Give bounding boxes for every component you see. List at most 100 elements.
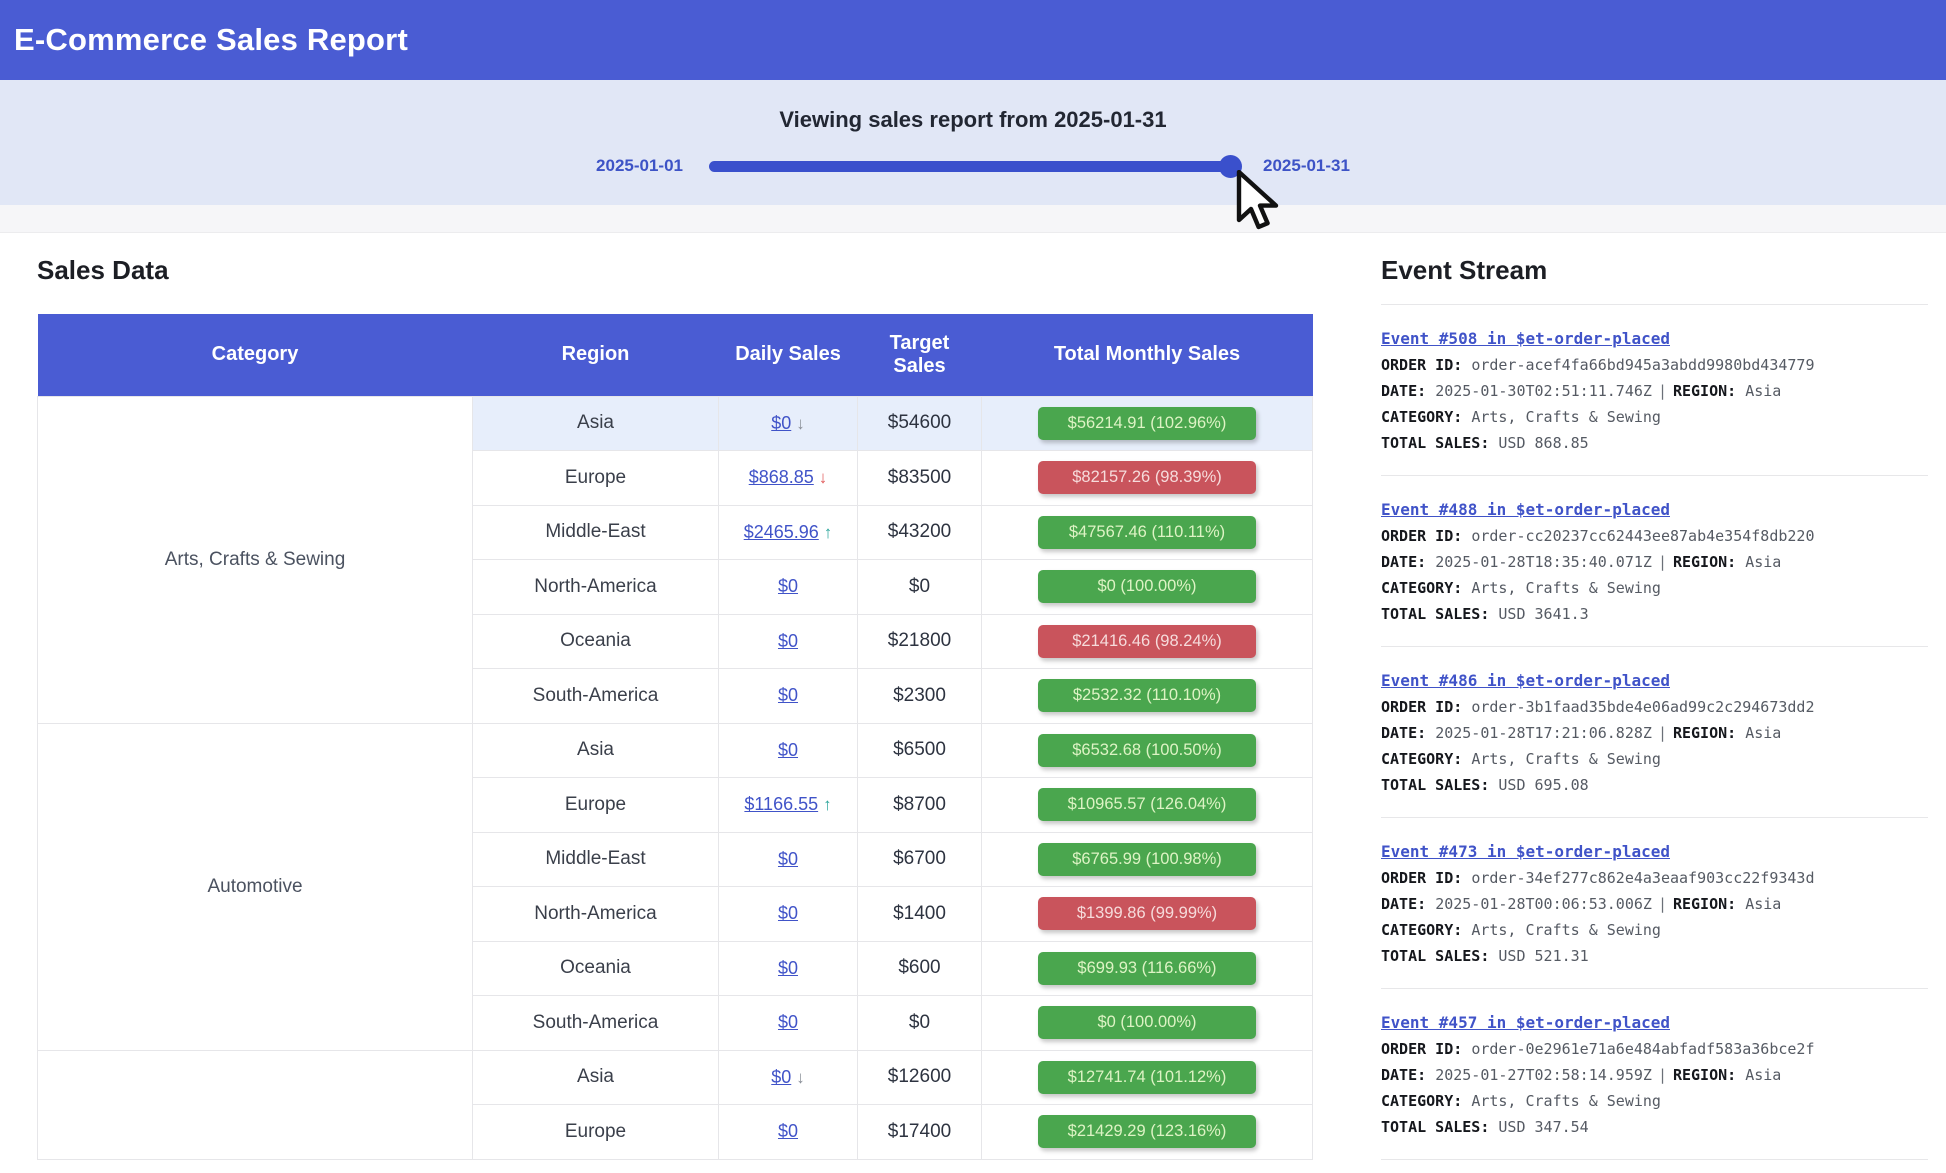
date-slider-track[interactable] [709, 154, 1242, 178]
event-link[interactable]: Event #488 in $et-order-placed [1381, 500, 1670, 519]
total-sales-value: USD 3641.3 [1498, 605, 1589, 623]
event-category-line: CATEGORY: Arts, Crafts & Sewing [1381, 1088, 1928, 1114]
daily-sales-link[interactable]: $0 [771, 1066, 792, 1087]
daily-sales-cell: $2465.96 ↑ [718, 504, 858, 560]
category-label: CATEGORY: [1381, 408, 1472, 426]
event-category-line: CATEGORY: Arts, Crafts & Sewing [1381, 746, 1928, 772]
date-label: DATE: [1381, 1066, 1436, 1084]
order-id-label: ORDER ID: [1381, 527, 1472, 545]
total-monthly-sales-cell: $0 (100.00%) [981, 995, 1313, 1051]
column-header-daily-sales: Daily Sales [718, 314, 858, 396]
total-sales-badge: $12741.74 (101.12%) [1038, 1060, 1256, 1094]
daily-sales-link[interactable]: $868.85 [748, 467, 814, 488]
daily-sales-link[interactable]: $0 [777, 1121, 799, 1142]
order-id-value: order-34ef277c862e4a3eaaf903cc22f9343d [1471, 869, 1815, 887]
event-order-id-line: ORDER ID: order-0e2961e71a6e484abfadf583… [1381, 1036, 1928, 1062]
order-id-value: order-3b1faad35bde4e06ad99c2c294673dd2 [1471, 698, 1815, 716]
event-link[interactable]: Event #486 in $et-order-placed [1381, 671, 1670, 690]
section-divider [0, 205, 1946, 233]
event-title-line: Event #457 in $et-order-placed [1381, 1010, 1928, 1036]
daily-sales-link[interactable]: $0 [777, 903, 799, 924]
daily-sales-link[interactable]: $0 [777, 576, 799, 597]
event-item: Event #508 in $et-order-placed ORDER ID: … [1381, 305, 1928, 476]
total-sales-badge: $21429.29 (123.16%) [1038, 1115, 1256, 1149]
target-sales-cell: $8700 [857, 777, 982, 833]
daily-sales-cell: $1166.55 ↑ [718, 777, 858, 833]
target-sales-cell: $2300 [857, 668, 982, 724]
table-row: Europe $1166.55 ↑ $8700 $10965.57 (126.04%) [38, 777, 1313, 833]
app-header: E-Commerce Sales Report [0, 0, 1946, 80]
region-cell: Europe [472, 1104, 719, 1160]
date-label: DATE: [1381, 382, 1436, 400]
category-cell: Arts, Crafts & Sewing [37, 395, 473, 724]
event-link[interactable]: Event #473 in $et-order-placed [1381, 842, 1670, 861]
event-date-region-line: DATE: 2025-01-28T18:35:40.071Z | REGION: A… [1381, 549, 1928, 575]
category-label: CATEGORY: [1381, 1092, 1472, 1110]
event-total-sales-line: TOTAL SALES: USD 695.08 [1381, 772, 1928, 798]
table-row: Oceania $0 $600 $699.93 (116.66%) [38, 940, 1313, 996]
event-date-region-line: DATE: 2025-01-28T17:21:06.828Z | REGION: A… [1381, 720, 1928, 746]
region-label: REGION: [1672, 382, 1746, 400]
sales-table-header: Category Region Daily Sales Target Sales… [37, 314, 1313, 396]
total-monthly-sales-cell: $6532.68 (100.50%) [981, 722, 1313, 778]
arrow-up-icon: ↑ [823, 522, 833, 542]
date-slider-thumb[interactable] [1219, 154, 1242, 178]
date-value: 2025-01-28T18:35:40.071Z [1435, 553, 1652, 571]
total-sales-label: TOTAL SALES: [1381, 1118, 1499, 1136]
table-row: South-America $0 $0 $0 (100.00%) [38, 995, 1313, 1051]
sales-data-heading: Sales Data [37, 255, 169, 285]
category-value: Arts, Crafts & Sewing [1471, 1092, 1661, 1110]
category-value: Arts, Crafts & Sewing [1471, 750, 1661, 768]
event-title-line: Event #488 in $et-order-placed [1381, 497, 1928, 523]
pipe-separator: | [1657, 382, 1667, 400]
total-sales-label: TOTAL SALES: [1381, 434, 1499, 452]
target-sales-cell: $0 [857, 559, 982, 615]
event-link[interactable]: Event #508 in $et-order-placed [1381, 329, 1670, 348]
daily-sales-link[interactable]: $2465.96 [743, 521, 819, 542]
total-monthly-sales-cell: $21429.29 (123.16%) [981, 1104, 1313, 1160]
target-sales-cell: $12600 [857, 1049, 982, 1105]
total-sales-label: TOTAL SALES: [1381, 776, 1499, 794]
main-content: Sales Data Category Region Daily Sales T… [0, 233, 1946, 1160]
date-value: 2025-01-28T17:21:06.828Z [1435, 724, 1652, 742]
daily-sales-link[interactable]: $0 [777, 739, 799, 760]
daily-sales-link[interactable]: $0 [777, 685, 799, 706]
event-order-id-line: ORDER ID: order-acef4fa66bd945a3abdd9980… [1381, 352, 1928, 378]
daily-sales-cell: $0 [718, 940, 858, 996]
table-row: Asia $0 ↓ $12600 $12741.74 (101.12%) [37, 1049, 1313, 1160]
category-label: CATEGORY: [1381, 579, 1472, 597]
event-title-line: Event #508 in $et-order-placed [1381, 326, 1928, 352]
order-id-value: order-0e2961e71a6e484abfadf583a36bce2f [1471, 1040, 1815, 1058]
daily-sales-link[interactable]: $0 [777, 957, 799, 978]
region-cell: North-America [472, 559, 719, 615]
total-monthly-sales-cell: $0 (100.00%) [981, 559, 1313, 615]
daily-sales-link[interactable]: $0 [777, 1012, 799, 1033]
total-sales-badge: $6765.99 (100.98%) [1038, 842, 1256, 876]
daily-sales-link[interactable]: $0 [777, 848, 799, 869]
column-header-target-sales: Target Sales [857, 314, 982, 396]
category-value: Arts, Crafts & Sewing [1471, 579, 1661, 597]
date-label: DATE: [1381, 553, 1436, 571]
daily-sales-cell: $868.85 ↓ [718, 450, 858, 506]
target-sales-cell: $600 [857, 940, 982, 996]
table-row: Europe $868.85 ↓ $83500 $82157.26 (98.39%) [38, 450, 1313, 506]
target-sales-cell: $0 [857, 995, 982, 1051]
event-stream-section: Event Stream Event #508 in $et-order-pla… [1345, 233, 1946, 1160]
event-total-sales-line: TOTAL SALES: USD 3641.3 [1381, 601, 1928, 627]
category-value: Arts, Crafts & Sewing [1471, 408, 1661, 426]
event-list: Event #508 in $et-order-placed ORDER ID: … [1381, 304, 1928, 1160]
daily-sales-link[interactable]: $0 [777, 630, 799, 651]
event-link[interactable]: Event #457 in $et-order-placed [1381, 1013, 1670, 1032]
daily-sales-link[interactable]: $0 [771, 412, 792, 433]
event-category-line: CATEGORY: Arts, Crafts & Sewing [1381, 404, 1928, 430]
region-cell: Oceania [472, 613, 719, 669]
date-slider-section: Viewing sales report from 2025-01-31 202… [0, 80, 1946, 205]
slider-max-label: 2025-01-31 [1263, 156, 1350, 175]
table-row: North-America $0 $0 $0 (100.00%) [38, 559, 1313, 615]
region-value: Asia [1745, 553, 1782, 571]
pipe-separator: | [1657, 1066, 1667, 1084]
daily-sales-link[interactable]: $1166.55 [744, 794, 819, 815]
daily-sales-cell: $0 [718, 668, 858, 724]
event-item: Event #457 in $et-order-placed ORDER ID: … [1381, 989, 1928, 1160]
category-label: CATEGORY: [1381, 921, 1472, 939]
